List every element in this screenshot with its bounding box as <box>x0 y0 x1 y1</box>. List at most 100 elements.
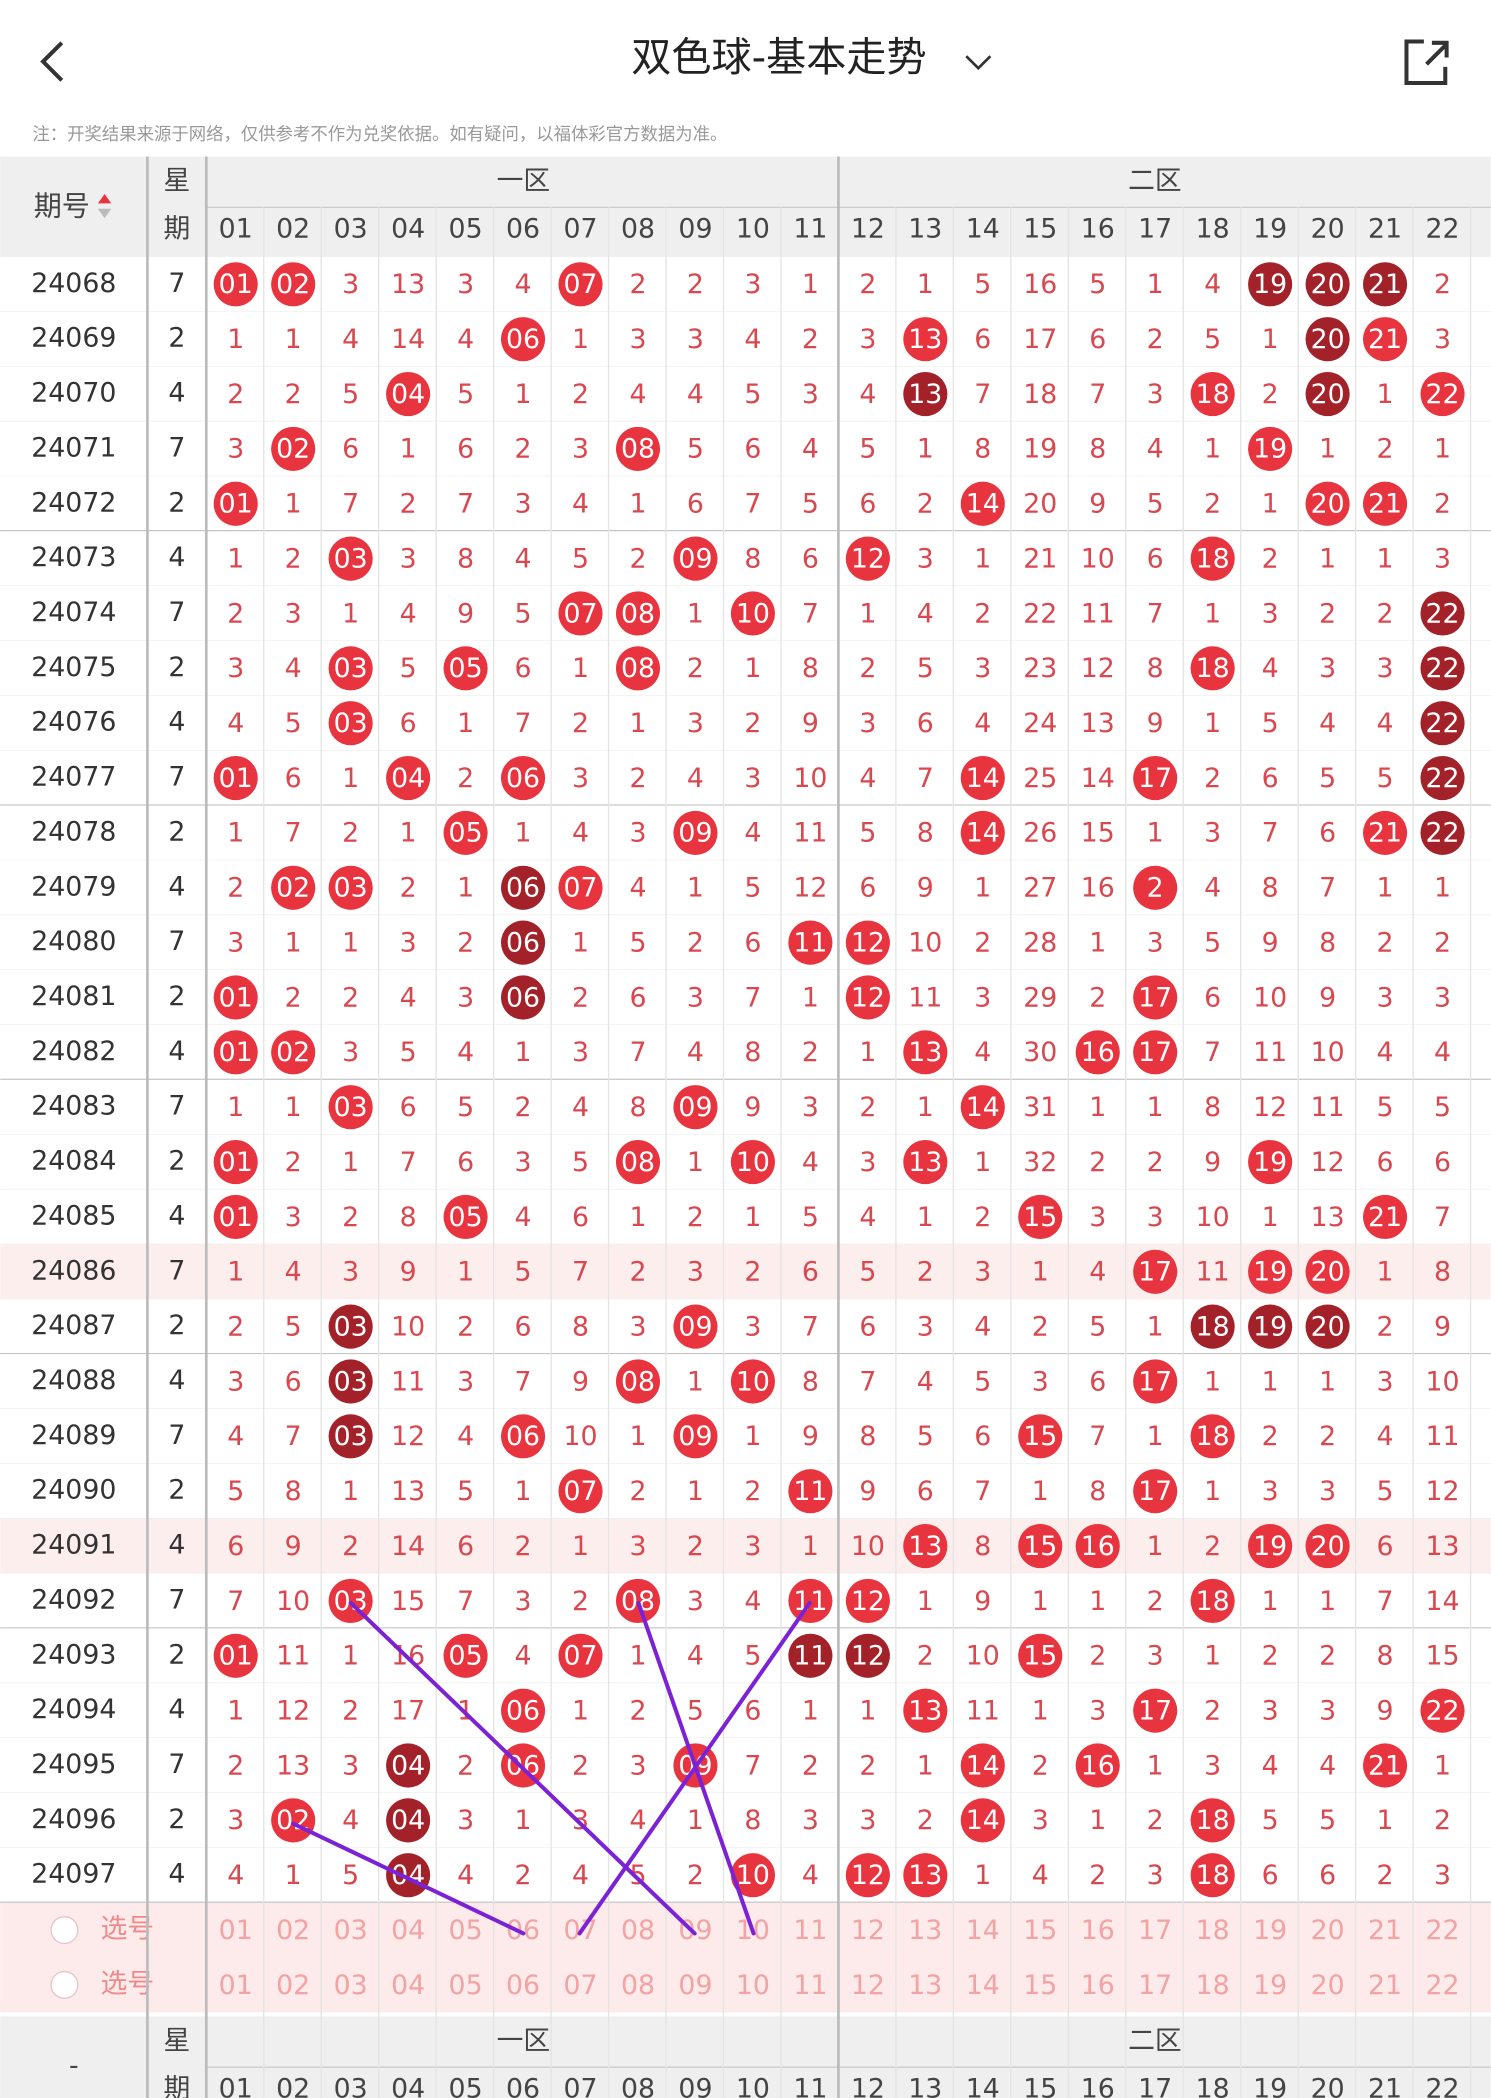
omission-count: 4 <box>400 982 417 1013</box>
header-bg <box>0 2016 1491 2098</box>
ball-number: 05 <box>449 1202 483 1233</box>
row-bg <box>0 421 1491 477</box>
select-number[interactable]: 11 <box>793 1970 827 2001</box>
select-number[interactable]: 13 <box>908 1915 942 1946</box>
select-number[interactable]: 22 <box>1426 1915 1460 1946</box>
omission-count: 2 <box>974 927 991 958</box>
select-number[interactable]: 04 <box>391 1915 425 1946</box>
column-header: 21 <box>1368 2073 1402 2098</box>
select-number[interactable]: 14 <box>966 1970 1000 2001</box>
number-ball <box>1133 1359 1178 1404</box>
select-number[interactable]: 16 <box>1081 1915 1115 1946</box>
omission-count: 2 <box>1147 1805 1164 1836</box>
select-radio[interactable] <box>50 1970 79 1999</box>
select-number[interactable]: 10 <box>736 1970 770 2001</box>
select-number[interactable]: 02 <box>276 1970 310 2001</box>
select-number[interactable]: 12 <box>851 1970 885 2001</box>
select-number[interactable]: 08 <box>621 1970 655 2001</box>
omission-count: 3 <box>1262 1695 1279 1726</box>
number-ball <box>1305 1249 1350 1294</box>
omission-count: 2 <box>687 1202 704 1233</box>
select-number[interactable]: 18 <box>1196 1970 1230 2001</box>
select-number[interactable]: 18 <box>1196 1915 1230 1946</box>
page-title[interactable]: 双色球-基本走势 <box>631 35 926 81</box>
number-ball <box>1018 1194 1063 1239</box>
back-button[interactable] <box>40 41 64 82</box>
select-number[interactable]: 05 <box>449 1915 483 1946</box>
select-number[interactable]: 16 <box>1081 1970 1115 2001</box>
omission-count: 1 <box>1147 818 1164 849</box>
ball-number: 06 <box>506 873 540 904</box>
select-number[interactable]: 17 <box>1138 1915 1172 1946</box>
ball-number: 07 <box>563 1641 597 1672</box>
omission-count: 8 <box>1434 1257 1451 1288</box>
title-dropdown[interactable] <box>965 55 992 71</box>
omission-count: 2 <box>1319 1421 1336 1452</box>
omission-count: 3 <box>1262 1476 1279 1507</box>
omission-count: 5 <box>802 1202 819 1233</box>
omission-count: 1 <box>457 1257 474 1288</box>
share-button[interactable] <box>1404 39 1449 85</box>
omission-count: 3 <box>802 379 819 410</box>
select-number[interactable]: 05 <box>449 1970 483 2001</box>
omission-count: 6 <box>859 873 876 904</box>
number-ball <box>1018 1414 1063 1459</box>
period-header[interactable]: 期号 <box>34 189 90 222</box>
select-number[interactable]: 21 <box>1368 1915 1402 1946</box>
select-number[interactable]: 19 <box>1253 1970 1287 2001</box>
omission-count: 1 <box>1319 434 1336 465</box>
omission-count: 1 <box>1377 543 1394 574</box>
select-number[interactable]: 11 <box>793 1915 827 1946</box>
number-ball <box>1190 1578 1235 1624</box>
select-number[interactable]: 06 <box>506 1970 540 2001</box>
select-number[interactable]: 14 <box>966 1915 1000 1946</box>
select-number[interactable]: 03 <box>334 1970 368 2001</box>
ball-number: 22 <box>1426 598 1460 629</box>
ball-number: 22 <box>1426 653 1460 684</box>
number-ball <box>500 975 546 1020</box>
period: 24079 <box>31 871 116 902</box>
select-number[interactable]: 01 <box>219 1970 253 2001</box>
column-header: 06 <box>506 2073 540 2098</box>
select-number[interactable]: 12 <box>851 1915 885 1946</box>
omission-count: 4 <box>974 1311 991 1342</box>
select-number[interactable]: 09 <box>678 1915 712 1946</box>
omission-count: 3 <box>802 1805 819 1836</box>
number-ball <box>213 755 258 801</box>
number-ball <box>1075 1743 1120 1788</box>
select-number[interactable]: 13 <box>908 1970 942 2001</box>
select-number[interactable]: 01 <box>219 1915 253 1946</box>
select-number[interactable]: 08 <box>621 1915 655 1946</box>
select-number[interactable]: 15 <box>1023 1915 1057 1946</box>
omission-count: 6 <box>802 1257 819 1288</box>
select-number[interactable]: 20 <box>1311 1915 1345 1946</box>
omission-count: 3 <box>1147 1202 1164 1233</box>
select-number[interactable]: 21 <box>1368 1970 1402 2001</box>
ball-number: 15 <box>1023 1421 1057 1452</box>
omission-count: 4 <box>629 379 646 410</box>
select-number[interactable]: 09 <box>678 1970 712 2001</box>
select-number[interactable]: 03 <box>334 1915 368 1946</box>
omission-count: 1 <box>1147 1750 1164 1781</box>
select-number[interactable]: 20 <box>1311 1970 1345 2001</box>
select-number[interactable]: 07 <box>563 1970 597 2001</box>
omission-count: 3 <box>974 653 991 684</box>
period: 24085 <box>31 1200 116 1231</box>
omission-count: 1 <box>1147 269 1164 300</box>
ball-number: 08 <box>621 434 655 465</box>
select-number[interactable]: 17 <box>1138 1970 1172 2001</box>
omission-count: 5 <box>285 1311 302 1342</box>
select-radio[interactable] <box>50 1916 79 1945</box>
omission-count: 5 <box>629 927 646 958</box>
select-number[interactable]: 22 <box>1426 1970 1460 2001</box>
select-number[interactable]: 06 <box>506 1915 540 1946</box>
select-number[interactable]: 19 <box>1253 1915 1287 1946</box>
select-number[interactable]: 02 <box>276 1915 310 1946</box>
omission-count: 7 <box>515 1366 532 1397</box>
select-number[interactable]: 15 <box>1023 1970 1057 2001</box>
omission-count: 1 <box>629 489 646 520</box>
omission-count: 6 <box>859 1311 876 1342</box>
select-number[interactable]: 04 <box>391 1970 425 2001</box>
ball-number: 20 <box>1311 324 1345 355</box>
omission-count: 4 <box>285 653 302 684</box>
